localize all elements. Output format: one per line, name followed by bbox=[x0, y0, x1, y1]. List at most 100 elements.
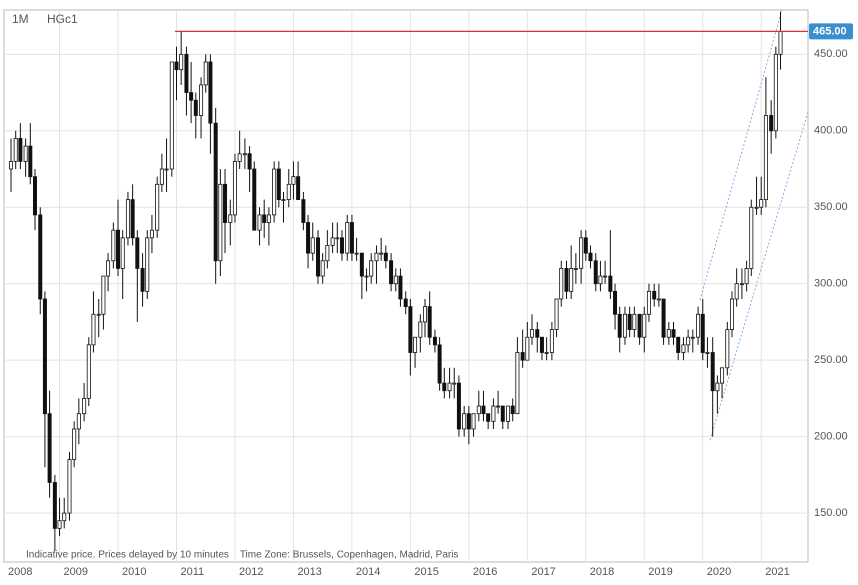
candle-body bbox=[656, 298, 661, 301]
candle-body bbox=[349, 222, 354, 254]
candle-body bbox=[749, 206, 754, 269]
y-tick-label: 250.00 bbox=[814, 354, 848, 366]
candle-body bbox=[491, 405, 496, 422]
candle-body bbox=[18, 138, 23, 162]
candle-body bbox=[676, 336, 681, 353]
candle-body bbox=[184, 53, 189, 93]
candle-body bbox=[413, 336, 418, 353]
candle-body bbox=[23, 145, 28, 162]
candle-body bbox=[213, 122, 218, 262]
x-tick-label: 2016 bbox=[473, 566, 497, 578]
candle-body bbox=[452, 382, 457, 385]
candle-body bbox=[354, 252, 359, 255]
candle-body bbox=[339, 237, 344, 254]
candle-body bbox=[169, 61, 174, 170]
candle-body bbox=[281, 199, 286, 202]
candle-body bbox=[729, 298, 734, 330]
candle-body bbox=[515, 352, 520, 415]
candle-body bbox=[642, 313, 647, 338]
candle-body bbox=[652, 290, 657, 300]
candle-body bbox=[637, 313, 642, 338]
y-tick-label: 150.00 bbox=[814, 507, 848, 519]
candle-body bbox=[481, 405, 486, 415]
candle-body bbox=[159, 168, 164, 185]
candle-body bbox=[418, 321, 423, 338]
candle-body bbox=[520, 352, 525, 361]
candle-body bbox=[535, 329, 540, 338]
candle-body bbox=[393, 275, 398, 285]
candle-body bbox=[759, 199, 764, 208]
candle-body bbox=[778, 31, 783, 55]
candle-body bbox=[228, 214, 233, 223]
candle-body bbox=[101, 275, 106, 315]
candle-body bbox=[335, 237, 340, 240]
candle-body bbox=[145, 237, 150, 292]
candle-body bbox=[442, 382, 447, 392]
x-tick-label: 2017 bbox=[531, 566, 555, 578]
candle-body bbox=[330, 237, 335, 246]
note: Indicative price. Prices delayed by 10 m… bbox=[26, 550, 458, 561]
symbol: HGc1 bbox=[47, 12, 78, 26]
candle-body bbox=[193, 99, 198, 116]
y-tick-label: 400.00 bbox=[814, 125, 848, 137]
last-price-box bbox=[809, 23, 853, 40]
candle-body bbox=[769, 115, 774, 132]
candle-body bbox=[666, 329, 671, 338]
candle-body bbox=[57, 520, 62, 529]
x-tick-label: 2014 bbox=[356, 566, 380, 578]
candle-body bbox=[82, 397, 87, 415]
candle-body bbox=[389, 260, 394, 285]
candle-body bbox=[306, 222, 311, 254]
candle-body bbox=[296, 176, 301, 201]
candle-body bbox=[320, 260, 325, 277]
candle-body bbox=[549, 329, 554, 353]
candle-body bbox=[462, 413, 467, 430]
candle-body bbox=[710, 352, 715, 392]
candle-body bbox=[734, 283, 739, 300]
candle-body bbox=[223, 183, 228, 223]
candle-body bbox=[96, 313, 101, 316]
candle-body bbox=[559, 268, 564, 300]
candle-body bbox=[525, 336, 530, 361]
candles bbox=[9, 11, 783, 552]
candle-body bbox=[617, 313, 622, 338]
candle-body bbox=[72, 428, 77, 460]
x-tick-label: 2013 bbox=[297, 566, 321, 578]
candle-body bbox=[744, 268, 749, 285]
candle-body bbox=[573, 268, 578, 270]
candle-body bbox=[715, 382, 720, 392]
candle-body bbox=[379, 252, 384, 255]
x-tick-label: 2009 bbox=[64, 566, 88, 578]
candle-body bbox=[696, 313, 701, 338]
candle-body bbox=[47, 413, 52, 483]
candle-body bbox=[286, 183, 291, 201]
candle-body bbox=[276, 168, 281, 201]
candle-body bbox=[345, 222, 350, 254]
candle-body bbox=[564, 268, 569, 292]
candle-body bbox=[91, 313, 96, 346]
last-price-label: 465.00 bbox=[813, 25, 847, 37]
candle-body bbox=[500, 405, 505, 422]
candle-body bbox=[310, 237, 315, 254]
x-tick-label: 2019 bbox=[648, 566, 672, 578]
candle-body bbox=[603, 275, 608, 278]
x-tick-label: 2015 bbox=[414, 566, 438, 578]
candle-body bbox=[369, 260, 374, 277]
candle-body bbox=[686, 336, 691, 346]
candle-body bbox=[447, 382, 452, 392]
candle-body bbox=[86, 344, 91, 399]
candle-body bbox=[199, 84, 204, 116]
candle-body bbox=[486, 413, 491, 422]
candle-body bbox=[325, 245, 330, 262]
candle-body bbox=[476, 405, 481, 415]
candle-body bbox=[530, 329, 535, 338]
y-tick-label: 300.00 bbox=[814, 278, 848, 290]
candle-body bbox=[456, 382, 461, 430]
candle-body bbox=[116, 229, 121, 269]
candle-body bbox=[291, 176, 296, 185]
y-tick-label: 350.00 bbox=[814, 201, 848, 213]
candle-body bbox=[773, 53, 778, 132]
candle-body bbox=[622, 313, 627, 338]
candle-body bbox=[315, 237, 320, 277]
candle-body bbox=[164, 168, 169, 171]
